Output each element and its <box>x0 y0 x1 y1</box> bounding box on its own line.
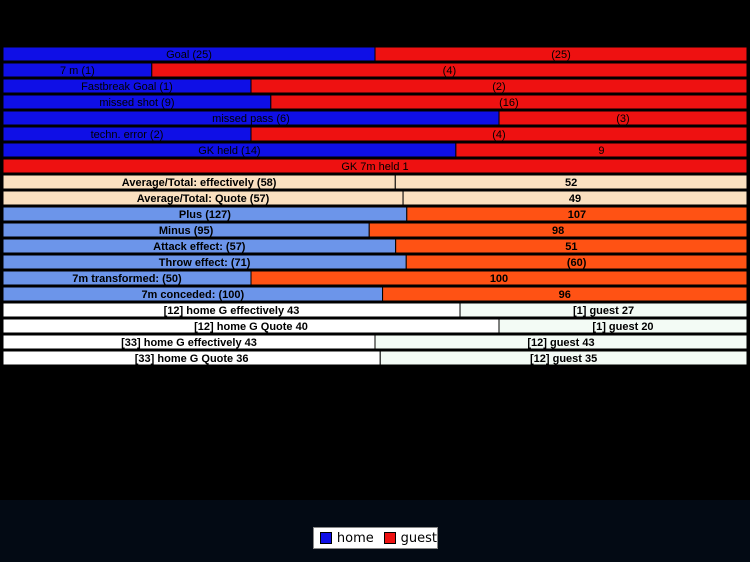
bar-guest-label: 100 <box>490 273 508 285</box>
bar-home-label: 7m transformed: (50) <box>72 273 182 285</box>
bar-home-label: 7m conceded: (100) <box>141 289 244 301</box>
bar-home-label: Average/Total: effectively (58) <box>122 177 277 189</box>
bar-guest-label: [1] guest 27 <box>573 305 634 317</box>
bar-guest-segment <box>270 94 748 110</box>
bar-guest-segment <box>374 46 748 62</box>
bar-guest-label: (4) <box>443 65 456 77</box>
legend-guest-swatch <box>383 532 396 544</box>
bar-guest-segment <box>406 206 748 222</box>
legend: home guest <box>313 527 438 549</box>
comparison-bar-chart: Goal (25) (25) 7 m (1) (4) Fastbreak Goal (1… <box>2 46 748 366</box>
bar-guest-segment <box>455 142 748 158</box>
bar-guest-label: 9 <box>598 145 604 157</box>
bar-center-label: GK 7m held 1 <box>341 161 408 173</box>
bar-home-label: Throw effect: (71) <box>159 257 251 269</box>
bar-home-label: Goal (25) <box>166 49 212 61</box>
legend-home-swatch <box>320 532 332 544</box>
bar-home-label: [12] home G Quote 40 <box>194 321 308 333</box>
bar-guest-label: 51 <box>565 241 577 253</box>
bar-guest-segment <box>379 350 748 366</box>
bar-guest-label: 52 <box>565 177 577 189</box>
bar-guest-segment <box>394 174 748 190</box>
bar-guest-label: (60) <box>567 257 587 269</box>
bar-home-label: Average/Total: Quote (57) <box>137 193 270 205</box>
bar-guest-label: [1] guest 20 <box>592 321 653 333</box>
legend-home-label: home <box>336 530 374 546</box>
bar-home-label: 7 m (1) <box>60 65 95 77</box>
bar-guest-segment <box>250 270 748 286</box>
bar-guest-segment <box>2 158 748 174</box>
bar-home-label: Attack effect: (57) <box>153 241 246 253</box>
bar-guest-label: 107 <box>568 209 586 221</box>
bar-guest-label: (16) <box>499 97 519 109</box>
bar-guest-label: (3) <box>616 113 629 125</box>
legend-guest-label: guest <box>400 530 437 546</box>
bar-home-label: [33] home G Quote 36 <box>135 353 249 365</box>
bar-home-label: techn. error (2) <box>91 129 164 141</box>
bar-home-label: Minus (95) <box>159 225 214 237</box>
bar-home-label: missed pass (6) <box>212 113 290 125</box>
bar-guest-label: (2) <box>492 81 505 93</box>
bar-guest-segment <box>374 334 748 350</box>
bar-home-label: [12] home G effectively 43 <box>164 305 300 317</box>
bar-home-label: [33] home G effectively 43 <box>121 337 257 349</box>
bar-home-label: missed shot (9) <box>99 97 174 109</box>
bar-guest-segment <box>395 238 748 254</box>
bar-guest-label: 49 <box>569 193 581 205</box>
bar-guest-segment <box>382 286 748 302</box>
bar-guest-segment <box>250 126 748 142</box>
bar-home-label: Fastbreak Goal (1) <box>81 81 173 93</box>
bar-guest-segment <box>459 302 748 318</box>
bar-guest-label: (25) <box>551 49 571 61</box>
bar-guest-segment <box>151 62 748 78</box>
bar-home-label: GK held (14) <box>198 145 260 157</box>
bar-guest-segment <box>405 254 748 270</box>
bar-guest-label: 98 <box>552 225 564 237</box>
bar-guest-label: (4) <box>492 129 505 141</box>
bar-guest-segment <box>368 222 748 238</box>
bar-guest-segment <box>402 190 748 206</box>
bar-guest-segment <box>498 318 748 334</box>
bar-home-label: Plus (127) <box>179 209 231 221</box>
bar-guest-label: [12] guest 43 <box>527 337 594 349</box>
bar-guest-segment <box>498 110 748 126</box>
bar-guest-label: [12] guest 35 <box>530 353 597 365</box>
bar-guest-label: 96 <box>559 289 571 301</box>
bar-guest-segment <box>250 78 748 94</box>
